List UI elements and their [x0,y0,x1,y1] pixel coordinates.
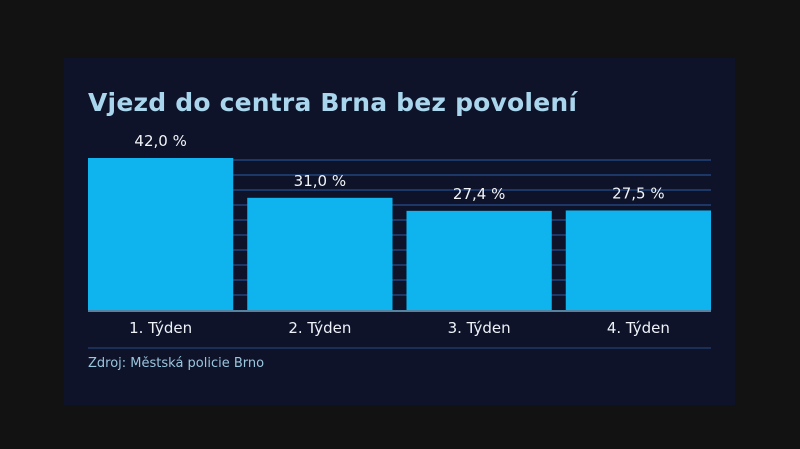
category-label: 2. Týden [288,319,351,337]
bar [565,210,711,310]
value-label: 31,0 % [294,172,346,190]
value-label: 27,4 % [453,185,505,203]
bar [88,158,234,310]
bar [406,210,552,310]
category-label: 3. Týden [448,319,511,337]
category-label: 1. Týden [129,319,192,337]
source-note: Zdroj: Městská policie Brno [88,356,265,371]
value-label: 42,0 % [134,132,186,150]
category-label: 4. Týden [607,319,670,337]
chart-title: Vjezd do centra Brna bez povolení [88,88,578,117]
bar [247,197,393,310]
value-label: 27,5 % [612,184,664,202]
